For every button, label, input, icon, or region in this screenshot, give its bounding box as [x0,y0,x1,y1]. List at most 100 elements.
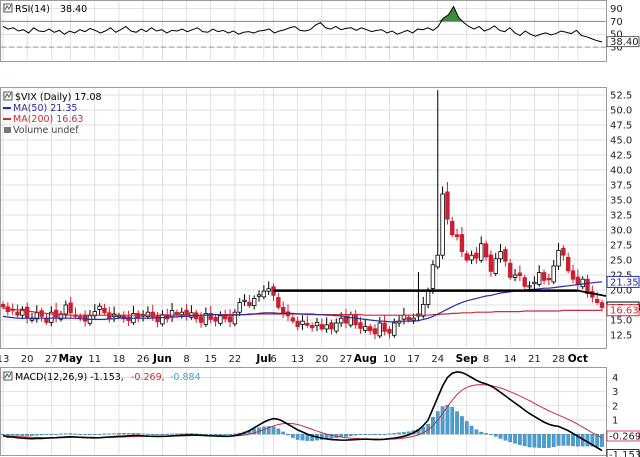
macd-histogram-bar [590,434,595,447]
candle-up [237,302,242,313]
macd-histogram-bar [368,434,372,435]
candle-down [570,270,576,280]
x-axis-label: Jun [152,353,172,365]
candle-down [15,311,20,316]
rsi-current-marker [606,36,640,48]
macd-histogram-bar [537,434,542,448]
macd-histogram-bar [189,433,194,435]
macd-histogram-bar [213,434,218,435]
macd-histogram-bar [150,434,155,435]
candle-down [517,272,523,276]
macd-histogram-bar [402,432,406,435]
candle-up [556,249,561,267]
x-axis-label: Jul [255,353,271,365]
macd-histogram-bar [344,434,348,437]
price-y-tick-label: 15.0 [610,316,632,327]
macd-histogram-bar [204,434,208,435]
macd-line [2,371,603,452]
price-marker-label: 21.35 [610,277,639,288]
candle-up [411,317,416,321]
candle-up [20,308,25,316]
resistance-trendline-extension [577,289,607,297]
candle-down [276,297,281,308]
macd-histogram-bar [121,433,126,435]
macd-histogram-bar [266,426,271,435]
x-axis-label: 15 [204,354,217,365]
macd-histogram-bar [522,434,527,447]
macd-histogram-bar [117,433,121,435]
macd-histogram-bar [223,434,228,435]
macd-histogram-bar [179,433,184,435]
macd-histogram-bar [141,433,145,435]
candle-up [440,193,445,256]
rsi-current-marker-label: 38.40 [610,37,639,48]
candle-up [29,318,35,321]
macd-histogram-bar [595,434,600,447]
candle-up [537,272,542,285]
macd-histogram-bar [97,434,102,435]
candle-up [179,311,184,316]
macd-histogram-bar [126,433,131,435]
candle-down [464,253,469,261]
candle-down [445,191,450,220]
price-y-tick-label: 20.0 [610,286,632,297]
candle-down [208,312,213,320]
candle-down [503,249,508,262]
macd-histogram-bar [319,434,324,440]
candle-down [353,314,358,326]
macd-histogram-bar [112,433,116,435]
macd-histogram-bar [276,428,281,435]
candle-down [309,324,315,329]
x-axis-label: 11 [88,354,101,365]
grid-layer [1,2,606,454]
candle-down [488,254,494,272]
candle-up [97,305,102,310]
price-y-tick-label: 50.0 [610,106,632,117]
macd-histogram-bar [479,431,484,435]
macd-y-tick-label: 3 [612,387,618,398]
macd-histogram-bar [102,433,107,435]
macd-histogram-bar [547,434,551,448]
macd-histogram-bar [136,433,141,435]
macd-histogram-bar [503,434,508,441]
x-axis-label: 13 [291,354,304,365]
macd-histogram-bar [445,404,450,435]
macd-histogram-bar [25,434,30,436]
rsi-header: RSI(14) 38.40 [3,3,87,15]
x-axis-label: May [59,353,83,365]
candle-up [493,258,498,274]
macd-histogram-bar [252,428,257,435]
macd-histogram-bar [440,406,445,435]
macd-histogram-bar [281,431,286,435]
candle-down [295,320,300,328]
macd-histogram-bar [10,434,15,436]
macd-marker-label: -0.269 [609,431,640,442]
candle-down [372,328,378,335]
candle-up [479,243,484,261]
candle-down [213,316,218,322]
price-y-tick-label: 25.0 [610,256,632,267]
macd-histogram-bar [44,434,49,435]
macd-label: MACD(12,26,9) -1.153, [15,372,124,383]
candle-down [44,318,49,323]
candle-up [527,285,532,288]
x-axis-label: 21 [528,354,541,365]
macd-histogram-bar [286,434,290,436]
macd-histogram-bar [300,434,305,441]
macd-histogram-bar [310,434,315,441]
macd-histogram-bar [15,434,20,436]
candle-down [406,316,411,321]
candle-down [367,326,373,332]
x-axis-label: 26 [137,354,150,365]
candle-down [483,243,489,258]
macd-histogram-bar [175,433,179,435]
macd-histogram-bar [34,434,39,436]
macd-histogram-bar [464,421,469,435]
macd-histogram-bar [271,426,276,435]
x-axis-label: 20 [315,354,328,365]
macd-histogram-bar [59,433,63,435]
x-axis-label: 22 [229,354,242,365]
macd-histogram-bar [493,434,498,437]
macd-histogram-bar [377,434,382,435]
candle-up [261,290,267,298]
